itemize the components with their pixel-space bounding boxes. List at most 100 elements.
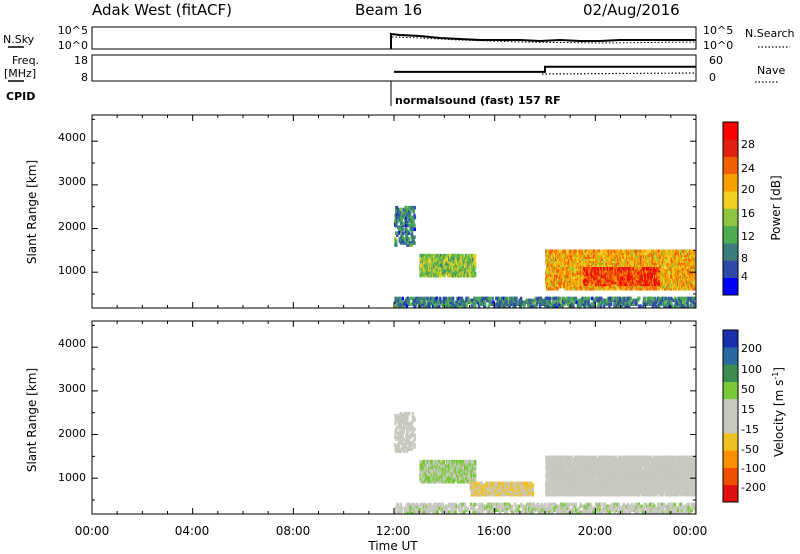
power-cell: [625, 259, 628, 263]
power-cell: [621, 263, 624, 267]
power-cell: [569, 259, 572, 263]
power-cell: [442, 259, 445, 264]
power-cell: [519, 304, 523, 308]
power-cell: [566, 257, 570, 261]
power-cell: [523, 304, 526, 308]
velocity-cell: [427, 502, 431, 507]
power-cell: [454, 261, 457, 266]
power-cell: [648, 302, 651, 306]
velocity-cell: [527, 502, 530, 507]
velocity-cell: [489, 502, 493, 507]
nsearch-tick-bottom: 10^0: [703, 39, 733, 52]
power-cell: [414, 300, 418, 305]
power-cell: [551, 273, 555, 277]
power-cell: [684, 259, 688, 263]
power-cell: [691, 282, 695, 287]
power-cell: [448, 296, 452, 301]
power-cell: [638, 280, 642, 285]
power-cell: [460, 296, 463, 301]
velocity-cell: [415, 504, 419, 509]
power-cell: [621, 259, 624, 263]
power-cell: [659, 284, 662, 289]
power-cell: [561, 304, 564, 308]
freq-unit: [MHz]: [4, 67, 36, 80]
power-cell: [474, 261, 477, 266]
power-cell: [645, 302, 649, 306]
power-cell: [581, 296, 584, 301]
power-cell: [531, 304, 534, 308]
power-cell: [645, 278, 648, 283]
power-cell: [643, 274, 646, 279]
power-cell: [552, 253, 555, 258]
power-cell: [550, 265, 553, 269]
power-cell: [556, 275, 559, 279]
power-cell: [660, 267, 663, 271]
velocity-cell: [458, 506, 461, 511]
power-cell: [689, 279, 693, 283]
power-cell: [618, 251, 622, 256]
power-cell: [634, 251, 637, 256]
velocity-cell: [431, 506, 435, 511]
power-cell: [639, 257, 643, 261]
power-cell: [421, 296, 424, 301]
power-cell: [687, 249, 690, 254]
power-cell: [591, 302, 595, 306]
power-cell: [615, 272, 618, 277]
power-cell: [574, 273, 578, 277]
power-cell: [633, 272, 636, 277]
power-cell: [407, 229, 410, 234]
power-cell: [674, 296, 677, 301]
power-cell: [667, 265, 670, 269]
power-cell: [536, 298, 539, 303]
power-cell: [687, 298, 690, 303]
power-cell: [396, 211, 399, 216]
power-cell: [690, 298, 693, 303]
nave-tick-top: 60: [709, 54, 723, 67]
power-cell: [563, 282, 566, 287]
power-cell: [567, 259, 571, 263]
power-cell: [471, 255, 474, 260]
power-cell: [556, 277, 560, 281]
power-cell: [663, 286, 667, 291]
power-cell: [453, 265, 456, 270]
power-cell: [539, 302, 542, 306]
power-cell: [568, 296, 571, 301]
velocity-cell: [456, 504, 460, 509]
velocity-cell: [534, 508, 537, 512]
power-cell: [583, 255, 586, 259]
power-cell: [565, 257, 568, 261]
power-cell: [607, 302, 610, 306]
power-cell: [478, 298, 481, 303]
power-cell: [410, 241, 413, 245]
power-cell: [596, 263, 599, 267]
power-cell: [631, 282, 634, 287]
power-cell: [464, 263, 467, 268]
power-cell: [657, 249, 660, 254]
velocity-cell: [464, 508, 467, 512]
power-cell: [548, 302, 552, 306]
power-cell: [613, 251, 616, 256]
power-cell: [566, 269, 570, 273]
velocity-cell: [488, 504, 492, 509]
power-ytick-3000: 3000: [58, 175, 86, 188]
power-cell: [424, 257, 427, 262]
power-cell: [430, 267, 433, 272]
power-cell: [446, 257, 449, 262]
power-cell: [676, 251, 679, 256]
power-cell: [596, 286, 599, 291]
power-cell: [459, 261, 462, 266]
power-cell: [506, 296, 509, 301]
power-cell: [678, 296, 681, 301]
power-cell: [627, 270, 630, 275]
velocity-cell: [423, 510, 426, 514]
power-cell: [594, 270, 597, 275]
velocity-cell: [516, 510, 519, 514]
power-cell: [681, 267, 685, 271]
power-cell: [681, 261, 684, 265]
power-cell: [681, 269, 685, 273]
velocity-cell: [445, 504, 448, 509]
power-cell: [673, 304, 677, 308]
power-cell: [407, 300, 410, 305]
velocity-cell: [428, 508, 431, 512]
power-cell: [598, 270, 602, 275]
